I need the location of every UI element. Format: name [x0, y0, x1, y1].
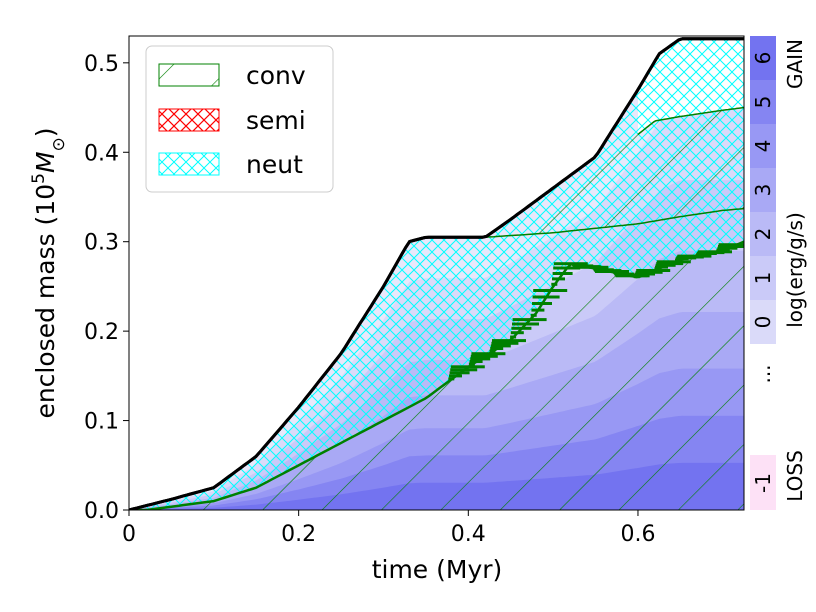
colorbar-gain-tick-0: 6 — [751, 52, 775, 65]
legend: conv semi neut — [145, 45, 334, 193]
colorbar: 6 5 4 3 2 1 0... -1 — [750, 36, 776, 510]
conv-step-2 — [449, 371, 470, 375]
conv-step-50 — [654, 267, 661, 271]
conv-step-12 — [490, 344, 511, 348]
conv-step-23 — [532, 295, 560, 299]
conv-step-69 — [718, 243, 744, 247]
colorbar-unit-label: log(erg/g/s) — [783, 212, 807, 328]
conv-step-28 — [553, 266, 581, 270]
conv-step-11 — [490, 347, 504, 350]
colorbar-gain-tick-3: 3 — [751, 184, 775, 197]
conv-step-9 — [471, 352, 506, 356]
y-tick-label-2: 0.2 — [84, 320, 119, 345]
x-tick-label-2: 0.4 — [451, 522, 486, 547]
colorbar-loss-label: LOSS — [783, 450, 807, 502]
conv-step-34 — [574, 265, 609, 269]
conv-step-10 — [489, 349, 496, 353]
conv-step-24 — [533, 289, 568, 292]
colorbar-gain-seg-6 — [750, 300, 776, 344]
conv-step-5 — [468, 362, 475, 366]
conv-step-16 — [510, 331, 524, 335]
conv-step-20 — [530, 313, 537, 317]
conv-step-7 — [470, 357, 491, 361]
legend-swatch-semi — [158, 108, 220, 132]
conv-region-core — [129, 241, 744, 510]
y-tick-label-0: 0.0 — [84, 499, 119, 524]
conv-step-3 — [450, 368, 478, 372]
colorbar-gain-tick-6: 0 — [751, 316, 775, 329]
colorbar-gain-seg-2 — [750, 124, 776, 168]
conv-step-39 — [595, 270, 629, 273]
conv-step-51 — [655, 265, 668, 269]
conv-step-26 — [552, 277, 565, 281]
x-axis-title: time (Myr) — [372, 555, 503, 584]
colorbar-gain-label: GAIN — [783, 39, 807, 89]
conv-step-13 — [491, 341, 519, 345]
conv-step-21 — [531, 308, 545, 312]
x-axis: 0 0.2 0.4 0.6 — [122, 510, 655, 547]
conv-step-48 — [635, 270, 663, 274]
colorbar-ellipsis: ... — [751, 364, 775, 383]
conv-step-27 — [552, 272, 573, 275]
conv-step-53 — [656, 262, 684, 266]
colorbar-gain-tick-2: 4 — [751, 140, 775, 153]
conv-step-25 — [551, 282, 558, 286]
y-axis-title: enclosed mass (105M⊙) — [29, 127, 69, 418]
colorbar-gain-tick-4: 2 — [751, 228, 775, 241]
outer-shell-line — [637, 106, 744, 135]
conv-step-22 — [532, 302, 552, 305]
conv-step-6 — [469, 360, 483, 363]
colorbar-gain-tick-1: 5 — [751, 96, 775, 109]
total-mass-curve — [129, 37, 744, 510]
legend-swatch-neut — [158, 152, 220, 176]
colorbar-gain-seg-1 — [750, 80, 776, 124]
colorbar-loss-tick: -1 — [751, 473, 775, 493]
y-tick-label-5: 0.5 — [84, 52, 119, 77]
legend-label-neut: neut — [246, 150, 303, 179]
plot-frame — [128, 35, 745, 511]
conv-step-1 — [449, 374, 462, 378]
conv-step-4 — [450, 365, 485, 369]
plot-area — [129, 37, 744, 510]
neut-region — [129, 38, 744, 510]
conv-step-15 — [510, 335, 517, 339]
x-tick-label-1: 0.2 — [281, 522, 316, 547]
conv-step-49 — [636, 269, 671, 272]
conv-step-59 — [677, 254, 712, 258]
x-tick-label-0: 0 — [122, 522, 136, 547]
conv-step-29 — [553, 262, 588, 266]
conv-step-64 — [698, 250, 732, 254]
y-tick-label-3: 0.3 — [84, 231, 119, 256]
colorbar-gain-seg-4 — [750, 212, 776, 256]
conv-step-44 — [615, 274, 650, 278]
conv-step-47 — [635, 272, 655, 276]
legend-label-conv: conv — [246, 61, 306, 90]
conv-step-19 — [512, 318, 547, 322]
conv-step-68 — [718, 245, 744, 248]
colorbar-gain-seg-0 — [750, 36, 776, 80]
conv-step-54 — [656, 260, 691, 264]
conv-step-18 — [512, 322, 539, 326]
inner-shell-line — [485, 207, 744, 238]
conv-step-8 — [470, 354, 498, 358]
x-tick-label-3: 0.6 — [620, 522, 655, 547]
colorbar-loss-seg — [750, 455, 776, 510]
legend-swatch-conv — [158, 63, 220, 87]
conv-step-67 — [717, 246, 738, 250]
conv-step-52 — [655, 263, 676, 267]
colorbar-gain-tick-5: 1 — [751, 272, 775, 285]
conv-step-66 — [716, 248, 730, 252]
legend-label-semi: semi — [246, 106, 306, 135]
conv-step-46 — [634, 274, 648, 278]
conv-step-0 — [448, 377, 455, 381]
y-axis: 0.0 0.1 0.2 0.3 0.4 0.5 — [84, 52, 129, 524]
conv-step-17 — [511, 326, 532, 330]
y-tick-label-1: 0.1 — [84, 410, 119, 435]
colorbar-gain-seg-5 — [750, 256, 776, 300]
colorbar-gain-seg-3 — [750, 168, 776, 212]
conv-step-14 — [492, 339, 526, 343]
y-tick-label-4: 0.4 — [84, 141, 119, 166]
